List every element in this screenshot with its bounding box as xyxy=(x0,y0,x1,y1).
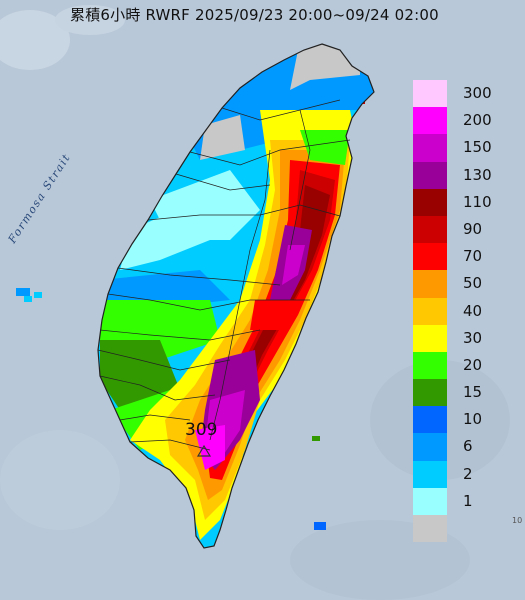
legend-swatch xyxy=(413,107,447,135)
legend-swatch xyxy=(413,243,447,271)
legend-row: 130 xyxy=(413,161,517,189)
legend-swatch xyxy=(413,134,447,162)
legend-label: 300 xyxy=(463,84,492,102)
legend-swatch xyxy=(413,433,447,461)
legend-swatch xyxy=(413,297,447,325)
legend-label: 150 xyxy=(463,138,492,157)
legend-swatch xyxy=(413,487,447,515)
legend-label: 20 xyxy=(463,355,483,374)
legend-label: 110 xyxy=(463,192,492,211)
legend-swatch xyxy=(413,161,447,189)
legend-row: 15 xyxy=(413,379,517,407)
peak-value: 309 xyxy=(185,420,218,440)
legend-label: 50 xyxy=(463,274,483,293)
legend-label: 130 xyxy=(463,165,492,184)
legend-row: 300 xyxy=(413,80,517,108)
legend-row: 20 xyxy=(413,351,517,380)
legend-row: 6 xyxy=(413,433,517,461)
legend-label: 6 xyxy=(463,437,473,456)
legend-swatch xyxy=(413,270,447,298)
legend-swatch xyxy=(413,515,447,543)
legend-row: 10 xyxy=(413,406,517,434)
legend-row: 70 xyxy=(413,243,517,271)
peak-marker-icon xyxy=(196,444,212,457)
legend-label: 1 xyxy=(463,491,473,510)
county-borders xyxy=(97,99,351,451)
legend-swatch xyxy=(413,80,447,108)
legend-label: 10 xyxy=(463,410,483,429)
legend-label: 70 xyxy=(463,247,483,266)
legend-label: 200 xyxy=(463,111,492,130)
map-title: 累積6小時 RWRF 2025/09/23 20:00~09/24 02:00 xyxy=(70,6,439,24)
legend-swatch xyxy=(413,406,447,434)
legend-label: 15 xyxy=(463,383,483,402)
legend-swatch xyxy=(413,188,447,216)
color-legend: 300 200 150 130 110 90 70 50 40 30 20 15 10 6 2 1 xyxy=(413,80,517,543)
legend-label: 40 xyxy=(463,301,483,320)
legend-swatch xyxy=(413,379,447,407)
legend-row: 1 xyxy=(413,487,517,515)
legend-row: 2 xyxy=(413,460,517,488)
corner-text: 10 xyxy=(512,516,523,525)
legend-row: 30 xyxy=(413,324,517,352)
legend-row xyxy=(413,515,517,543)
legend-label: 30 xyxy=(463,328,483,347)
legend-row: 90 xyxy=(413,215,517,244)
legend-row: 110 xyxy=(413,188,517,216)
legend-swatch xyxy=(413,215,447,244)
legend-row: 150 xyxy=(413,134,517,162)
legend-swatch xyxy=(413,460,447,488)
legend-row: 200 xyxy=(413,107,517,135)
legend-label: 90 xyxy=(463,219,483,238)
legend-swatch xyxy=(413,351,447,380)
legend-row: 40 xyxy=(413,297,517,325)
legend-label: 2 xyxy=(463,464,473,483)
legend-swatch xyxy=(413,324,447,352)
legend-row: 50 xyxy=(413,270,517,298)
